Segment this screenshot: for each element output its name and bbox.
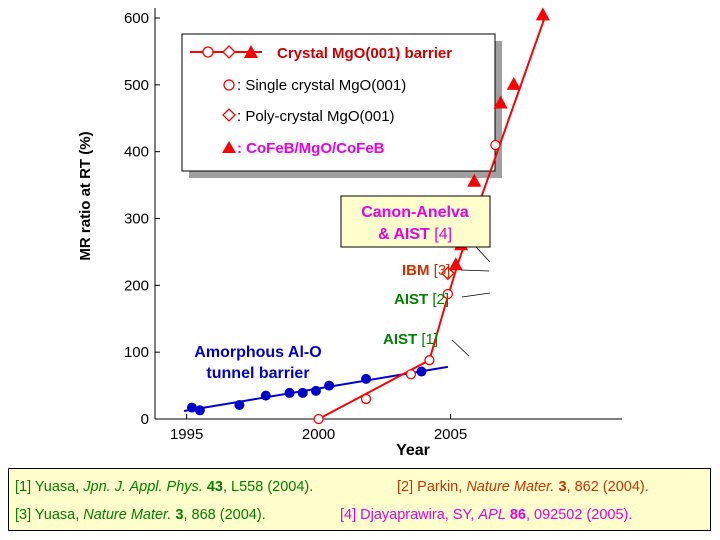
- legend-entry-poly: : Poly-crystal MgO(001): [237, 108, 395, 125]
- aist2-name: AIST: [394, 291, 432, 308]
- single-crystal-point: [424, 355, 435, 366]
- reference-2: [2] Parkin, Nature Mater. 3, 862 (2004).: [397, 479, 649, 495]
- y-tick-label: 200: [124, 277, 149, 294]
- y-tick-label: 300: [124, 211, 149, 228]
- alo-label-line1: Amorphous Al-O: [194, 344, 321, 361]
- alo-point: [297, 387, 308, 398]
- reference-4: [4] Djayaprawira, SY, APL 86, 092502 (20…: [340, 507, 633, 523]
- single-crystal-point: [360, 393, 372, 405]
- y-tick-label: 500: [124, 77, 149, 94]
- y-ticks: 0 100 200 300 400 500 600: [124, 10, 160, 428]
- canon-ref: [4]: [434, 226, 452, 243]
- references-row-1: [1] Yuasa, Jpn. J. Appl. Phys. 43, L558 …: [15, 473, 710, 501]
- alo-point: [186, 402, 197, 413]
- single-crystal-point: [405, 369, 417, 380]
- aist2-label: AIST [2]: [394, 291, 449, 308]
- reference-1: [1] Yuasa, Jpn. J. Appl. Phys. 43, L558 …: [15, 479, 314, 495]
- aist1-label: AIST [1]: [383, 331, 438, 348]
- trend-line-1: [318, 14, 547, 420]
- alo-point: [194, 405, 205, 416]
- legend-title: Crystal MgO(001) barrier: [277, 45, 452, 62]
- alo-point: [416, 366, 427, 377]
- cofeb-point: [506, 76, 521, 90]
- single-crystal-point: [442, 288, 454, 300]
- mr-ratio-chart: 0 100 200 300 400 500 600 1995 2000 2005 MR rati…: [77, 7, 622, 459]
- cofeb-point: [448, 257, 463, 271]
- alo-point: [234, 399, 245, 410]
- canon-leader: [475, 246, 491, 263]
- alo-point: [361, 373, 372, 384]
- legend-title-symbol: [190, 45, 262, 59]
- canon-line2-prefix: & AIST: [378, 226, 434, 243]
- x-tick-label: 2000: [302, 426, 335, 443]
- legend-open-circle-icon: [223, 79, 235, 91]
- y-axis-title: MR ratio at RT (%): [77, 131, 94, 260]
- aist1-leader: [451, 339, 470, 357]
- single-crystal-point: [490, 139, 501, 151]
- canon-line2: & AIST [4]: [378, 226, 452, 243]
- legend-open-diamond-icon: [222, 108, 236, 122]
- y-tick-label: 0: [141, 411, 149, 428]
- x-tick-label: 2005: [434, 426, 467, 443]
- aist1-name: AIST: [383, 331, 421, 348]
- references-row-2: [3] Yuasa, Nature Mater. 3, 868 (2004). …: [15, 501, 710, 529]
- ibm-leader: [460, 269, 490, 272]
- reference-3: [3] Yuasa, Nature Mater. 3, 868 (2004).: [15, 507, 266, 523]
- cofeb-point: [535, 7, 550, 21]
- aist2-ref: [2]: [432, 291, 449, 308]
- aist2-leader: [461, 292, 491, 298]
- x-axis-title: Year: [396, 442, 430, 459]
- poly-crystal-point: [440, 266, 455, 281]
- alo-point: [310, 385, 321, 396]
- alo-point: [284, 387, 295, 398]
- cofeb-point: [467, 173, 482, 187]
- ibm-ref: [3]: [434, 262, 451, 279]
- y-tick-label: 600: [124, 10, 149, 27]
- single-crystal-point: [313, 413, 324, 425]
- references-box: [1] Yuasa, Jpn. J. Appl. Phys. 43, L558 …: [8, 468, 711, 531]
- ibm-name: IBM: [402, 262, 434, 279]
- legend-entry-single: : Single crystal MgO(001): [237, 77, 406, 94]
- canon-line1: Canon-Anelva: [361, 204, 469, 221]
- ibm-label: IBM [3]: [402, 262, 450, 279]
- aist1-ref: [1]: [421, 331, 438, 348]
- alo-point: [260, 390, 271, 401]
- alo-point: [324, 380, 335, 391]
- canon-callout-box: [340, 195, 491, 248]
- alo-label-line2: tunnel barrier: [206, 365, 309, 382]
- y-tick-label: 400: [124, 144, 149, 161]
- cofeb-point: [493, 95, 508, 109]
- legend-entry-cofeb: : CoFeB/MgO/CoFeB: [237, 140, 385, 157]
- y-tick-label: 100: [124, 344, 149, 361]
- legend-filled-triangle-icon: [222, 141, 236, 153]
- x-tick-label: 1995: [170, 426, 203, 443]
- legend-box: [181, 33, 496, 172]
